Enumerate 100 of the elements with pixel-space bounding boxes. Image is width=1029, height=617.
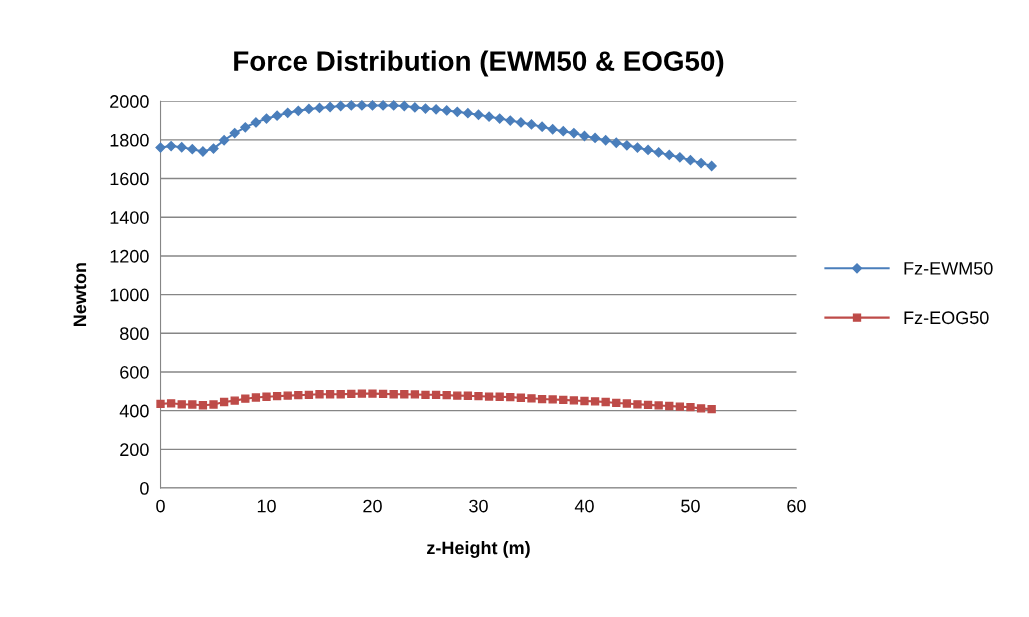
point xyxy=(643,400,653,410)
point xyxy=(271,110,283,121)
point xyxy=(315,390,324,399)
y-tick-label: 400 xyxy=(119,404,149,418)
x-tick-label: 50 xyxy=(681,499,700,513)
point xyxy=(527,394,536,403)
point xyxy=(240,122,251,133)
point xyxy=(219,397,229,407)
y-axis-title: Newton xyxy=(73,263,87,327)
point xyxy=(685,155,696,166)
point xyxy=(197,146,209,157)
y-tick-label: 1600 xyxy=(110,172,149,186)
point xyxy=(621,140,632,151)
point xyxy=(505,115,516,126)
point xyxy=(547,124,558,135)
x-tick-label: 40 xyxy=(574,499,594,513)
point xyxy=(696,404,706,413)
point xyxy=(261,113,272,124)
x-axis-title: z-Height (m) xyxy=(427,540,530,558)
point xyxy=(230,396,239,405)
x-tick-label: 20 xyxy=(363,499,382,513)
point xyxy=(537,394,547,404)
point xyxy=(495,392,504,401)
point xyxy=(559,395,568,405)
point xyxy=(686,403,695,412)
point xyxy=(483,111,495,122)
point xyxy=(250,117,262,128)
point xyxy=(484,392,494,401)
point xyxy=(251,393,261,402)
point xyxy=(282,107,293,118)
point xyxy=(187,144,198,155)
point xyxy=(430,104,442,115)
point xyxy=(601,397,610,407)
point xyxy=(410,390,420,399)
x-tick-label: 10 xyxy=(257,499,276,513)
point xyxy=(462,108,474,119)
point xyxy=(209,400,218,409)
point xyxy=(463,391,473,400)
y-tick-label: 2000 xyxy=(110,95,149,108)
point xyxy=(431,390,441,399)
point xyxy=(303,103,315,115)
point xyxy=(569,396,579,405)
point xyxy=(229,127,240,139)
y-tick-label: 200 xyxy=(120,443,149,457)
point xyxy=(335,100,346,112)
point xyxy=(590,397,600,406)
point xyxy=(378,389,388,399)
point xyxy=(389,390,398,399)
point xyxy=(473,109,484,120)
y-tick-label: 800 xyxy=(120,327,149,341)
point xyxy=(219,135,230,146)
point xyxy=(664,149,675,161)
y-tick-label: 1200 xyxy=(110,249,149,263)
point xyxy=(367,100,378,111)
point xyxy=(568,127,579,139)
point xyxy=(409,102,421,113)
point xyxy=(177,400,186,409)
x-tick-label: 0 xyxy=(156,499,165,513)
point xyxy=(388,100,399,111)
point xyxy=(262,392,271,401)
point xyxy=(293,105,304,116)
point xyxy=(241,394,250,403)
point xyxy=(589,132,601,144)
point xyxy=(357,389,367,398)
point xyxy=(421,390,430,399)
point xyxy=(176,142,187,153)
point xyxy=(706,160,717,172)
point xyxy=(346,100,357,111)
point xyxy=(675,402,685,411)
point xyxy=(155,142,166,153)
point xyxy=(600,135,611,146)
point xyxy=(707,404,716,414)
point xyxy=(166,399,176,408)
point xyxy=(347,389,356,399)
y-tick-label: 1400 xyxy=(110,211,149,224)
point xyxy=(515,117,526,128)
point xyxy=(580,396,589,406)
point xyxy=(336,390,345,399)
y-tick-label: 1000 xyxy=(110,288,149,302)
legend-label: Fz-EOG50 xyxy=(904,311,989,325)
point xyxy=(368,389,377,398)
point xyxy=(304,390,314,399)
point xyxy=(632,142,643,153)
point xyxy=(474,392,483,401)
legend-label: Fz-EWM50 xyxy=(904,262,993,275)
point xyxy=(283,391,292,400)
point xyxy=(558,126,569,137)
point xyxy=(156,399,165,409)
point xyxy=(294,391,303,400)
point xyxy=(506,392,515,402)
point xyxy=(377,100,389,111)
point xyxy=(695,157,707,169)
point xyxy=(325,390,335,399)
point xyxy=(208,143,219,154)
point xyxy=(356,100,368,111)
point xyxy=(494,113,505,124)
point xyxy=(612,398,621,408)
point xyxy=(674,152,685,163)
point xyxy=(166,140,177,152)
y-tick-label: 600 xyxy=(120,365,149,379)
